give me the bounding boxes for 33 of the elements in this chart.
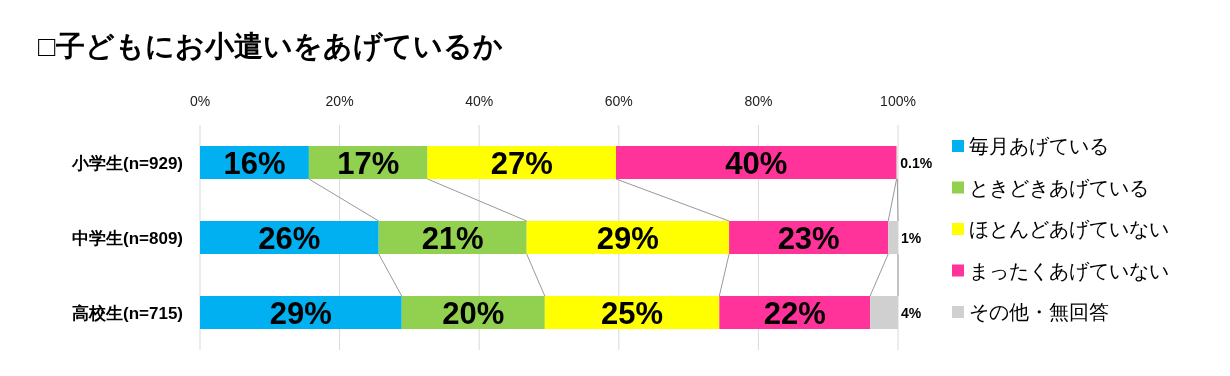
data-label: 1% [901,229,922,246]
data-label: 25% [601,295,664,331]
x-tick-label: 40% [465,93,494,109]
chart-title: □子どもにお小遣いをあげているか [38,30,503,62]
data-label: 4% [901,304,922,321]
legend-label: ときどきあげている [969,176,1149,199]
data-label: 16% [223,145,286,181]
data-label: 29% [596,220,659,256]
x-tick-label: 0% [189,93,211,109]
x-tick-label: 20% [325,93,354,109]
data-label: 21% [421,220,484,256]
y-tick-label: 中学生(n=809) [72,228,183,248]
data-label: 40% [725,145,788,181]
bar [888,221,898,254]
bar [616,146,897,179]
x-tick-label: 80% [744,93,773,109]
legend-label: 毎月あげている [969,135,1109,157]
bar [870,296,898,329]
legend-label: その他・無回答 [969,301,1109,323]
data-label: 17% [337,145,400,181]
data-label: 29% [269,295,332,331]
x-tick-label: 60% [604,93,633,109]
data-label: 23% [777,220,840,256]
legend-label: まったくあげていない [969,259,1169,282]
x-tick-label: 100% [880,93,916,109]
data-label: 22% [763,295,826,331]
data-label: 0.1% [900,154,933,171]
y-tick-label: 小学生(n=929) [71,153,183,173]
legend-label: ほとんどあげていない [969,218,1169,240]
data-label: 20% [442,295,505,331]
data-label: 26% [258,220,321,256]
y-tick-label: 高校生(n=715) [72,303,183,323]
data-label: 27% [490,145,553,181]
